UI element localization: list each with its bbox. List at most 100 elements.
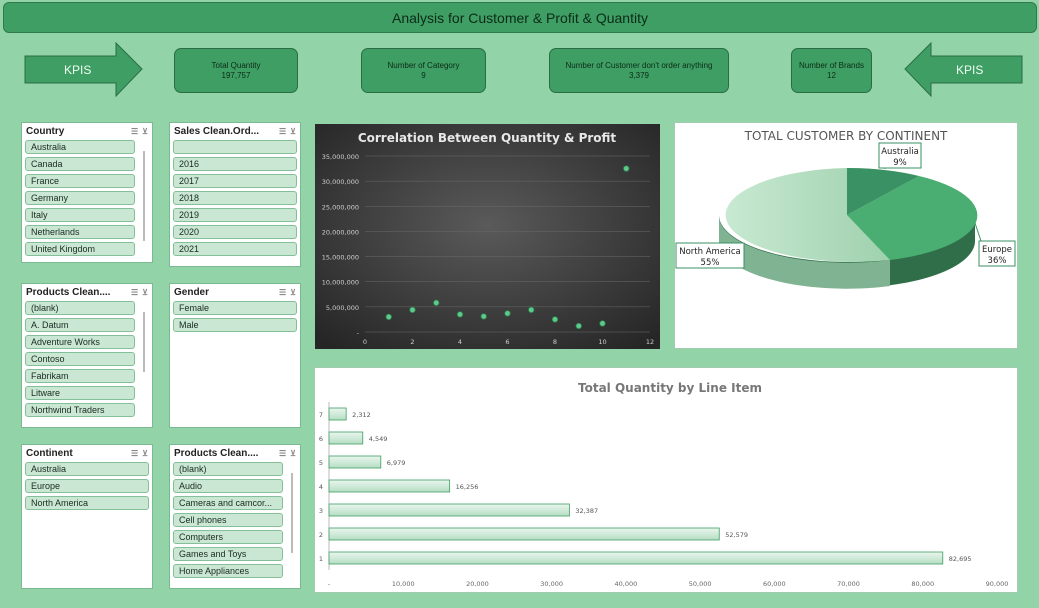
x-tick-label: 50,000 — [689, 580, 712, 588]
x-tick-label: 0 — [363, 338, 367, 346]
bar[interactable] — [328, 455, 382, 469]
clear-filter-icon[interactable]: ⊻ — [142, 287, 148, 297]
clear-filter-icon[interactable]: ⊻ — [142, 448, 148, 458]
scrollbar[interactable] — [291, 473, 293, 553]
pie-label-name: Australia — [881, 147, 919, 157]
kpi-number-of-brands: Number of Brands 12 — [791, 48, 872, 93]
slicer-item[interactable]: A. Datum — [25, 318, 135, 332]
slicer-item[interactable]: Games and Toys — [173, 547, 283, 561]
x-tick-label: 40,000 — [615, 580, 638, 588]
clear-filter-icon[interactable]: ⊻ — [142, 126, 148, 136]
scatter-point[interactable] — [575, 322, 582, 330]
slicer-continent[interactable]: Continent ☰ ⊻ Australia Europe North Amer… — [21, 444, 153, 589]
bar[interactable] — [328, 527, 720, 541]
slicer-item[interactable]: Cameras and camcor... — [173, 496, 283, 510]
slicer-item[interactable]: 2019 — [173, 208, 297, 222]
right-arrow-icon — [24, 41, 143, 98]
label-box — [878, 142, 922, 169]
pie-slice-australia[interactable] — [847, 167, 919, 215]
scatter-point[interactable] — [409, 306, 416, 314]
slicer-item[interactable]: (blank) — [25, 301, 135, 315]
multi-select-icon[interactable]: ☰ — [130, 287, 139, 297]
slicer-country[interactable]: Country ☰ ⊻ Australia Canada France Germa… — [21, 122, 153, 263]
clear-filter-icon[interactable]: ⊻ — [290, 287, 296, 297]
slicer-item[interactable]: Contoso — [25, 352, 135, 366]
y-tick-label: 30,000,000 — [322, 178, 359, 186]
scatter-chart-panel: Correlation Between Quantity & Profit - 5… — [315, 124, 660, 349]
y-tick-label: 2 — [319, 531, 323, 539]
scrollbar[interactable] — [143, 312, 145, 372]
slicer-item[interactable]: Netherlands — [25, 225, 135, 239]
slicer-item[interactable]: 2020 — [173, 225, 297, 239]
multi-select-icon[interactable]: ☰ — [278, 448, 287, 458]
slicer-item[interactable]: Italy — [25, 208, 135, 222]
slicer-item[interactable]: 2018 — [173, 191, 297, 205]
kpi-label: Number of Brands — [799, 60, 864, 70]
slicer-category[interactable]: Products Clean.... ☰ ⊻ (blank) Audio Came… — [169, 444, 301, 589]
slicer-item[interactable]: Home Appliances — [173, 564, 283, 578]
slicer-item[interactable]: Audio — [173, 479, 283, 493]
kpis-arrow-left: KPIS — [24, 41, 143, 98]
clear-filter-icon[interactable]: ⊻ — [290, 448, 296, 458]
bar[interactable] — [328, 551, 944, 565]
slicer-item[interactable]: 2017 — [173, 174, 297, 188]
slicer-item[interactable]: Male — [173, 318, 297, 332]
bar-value-label: 2,312 — [352, 411, 371, 419]
slicer-item[interactable]: 2016 — [173, 157, 297, 171]
x-tick-label: 80,000 — [911, 580, 934, 588]
bar[interactable] — [328, 503, 570, 517]
clear-filter-icon[interactable]: ⊻ — [290, 126, 296, 136]
kpi-value: 12 — [827, 70, 836, 80]
multi-select-icon[interactable]: ☰ — [130, 126, 139, 136]
scrollbar[interactable] — [143, 151, 145, 241]
slicer-item[interactable]: 2021 — [173, 242, 297, 256]
scatter-point[interactable] — [480, 313, 487, 320]
slicer-item[interactable]: Adventure Works — [25, 335, 135, 349]
slicer-item[interactable]: (blank) — [173, 462, 283, 476]
slicer-gender[interactable]: Gender ☰ ⊻ Female Male — [169, 283, 301, 428]
kpis-arrow-right-label: KPIS — [956, 62, 984, 77]
slicer-item[interactable]: Northwind Traders — [25, 403, 135, 417]
slicer-order-year[interactable]: Sales Clean.Ord... ☰ ⊻ 2016 2017 2018 201… — [169, 122, 301, 267]
multi-select-icon[interactable]: ☰ — [278, 126, 287, 136]
chart-background — [315, 124, 660, 349]
y-tick-label: 10,000,000 — [322, 279, 359, 287]
slicer-brand[interactable]: Products Clean.... ☰ ⊻ (blank) A. Datum A… — [21, 283, 153, 428]
multi-select-icon[interactable]: ☰ — [130, 448, 139, 458]
kpi-label: Number of Category — [387, 60, 460, 70]
bar[interactable] — [328, 407, 347, 421]
slicer-item[interactable]: North America — [25, 496, 149, 510]
slicer-item[interactable]: Litware — [25, 386, 135, 400]
scatter-point[interactable] — [528, 306, 535, 314]
scatter-point[interactable] — [385, 313, 392, 321]
slicer-item[interactable]: Female — [173, 301, 297, 315]
scatter-point[interactable] — [551, 316, 559, 323]
multi-select-icon[interactable]: ☰ — [278, 287, 287, 297]
slicer-item[interactable]: United Kingdom — [25, 242, 135, 256]
slicer-item[interactable]: Canada — [25, 157, 135, 171]
scatter-point[interactable] — [599, 320, 606, 327]
slicer-item[interactable]: Cell phones — [173, 513, 283, 527]
scatter-point[interactable] — [623, 165, 630, 172]
slicer-item[interactable]: Europe — [25, 479, 149, 493]
pie-slice-europe[interactable] — [847, 176, 978, 260]
scatter-point[interactable] — [504, 310, 511, 317]
bar[interactable] — [328, 479, 451, 493]
slicer-item[interactable]: Computers — [173, 530, 283, 544]
x-tick-label: 2 — [410, 338, 414, 346]
scatter-point[interactable] — [456, 311, 464, 318]
kpis-arrow-left-label: KPIS — [64, 62, 92, 77]
slicer-item[interactable]: Australia — [25, 140, 135, 154]
slicer-item[interactable]: Australia — [25, 462, 149, 476]
scatter-point[interactable] — [433, 299, 440, 307]
slicer-item[interactable] — [173, 140, 297, 154]
slicer-item[interactable]: Germany — [25, 191, 135, 205]
x-tick-label: 6 — [505, 338, 509, 346]
kpi-label: Number of Customer don't order anything — [565, 60, 713, 70]
pie-side-north-america — [718, 215, 890, 289]
slicer-item[interactable]: Fabrikam — [25, 369, 135, 383]
slicer-title: Continent — [26, 447, 73, 459]
pie-slice-north-america-body[interactable] — [725, 168, 890, 262]
bar[interactable] — [328, 431, 364, 445]
slicer-item[interactable]: France — [25, 174, 135, 188]
